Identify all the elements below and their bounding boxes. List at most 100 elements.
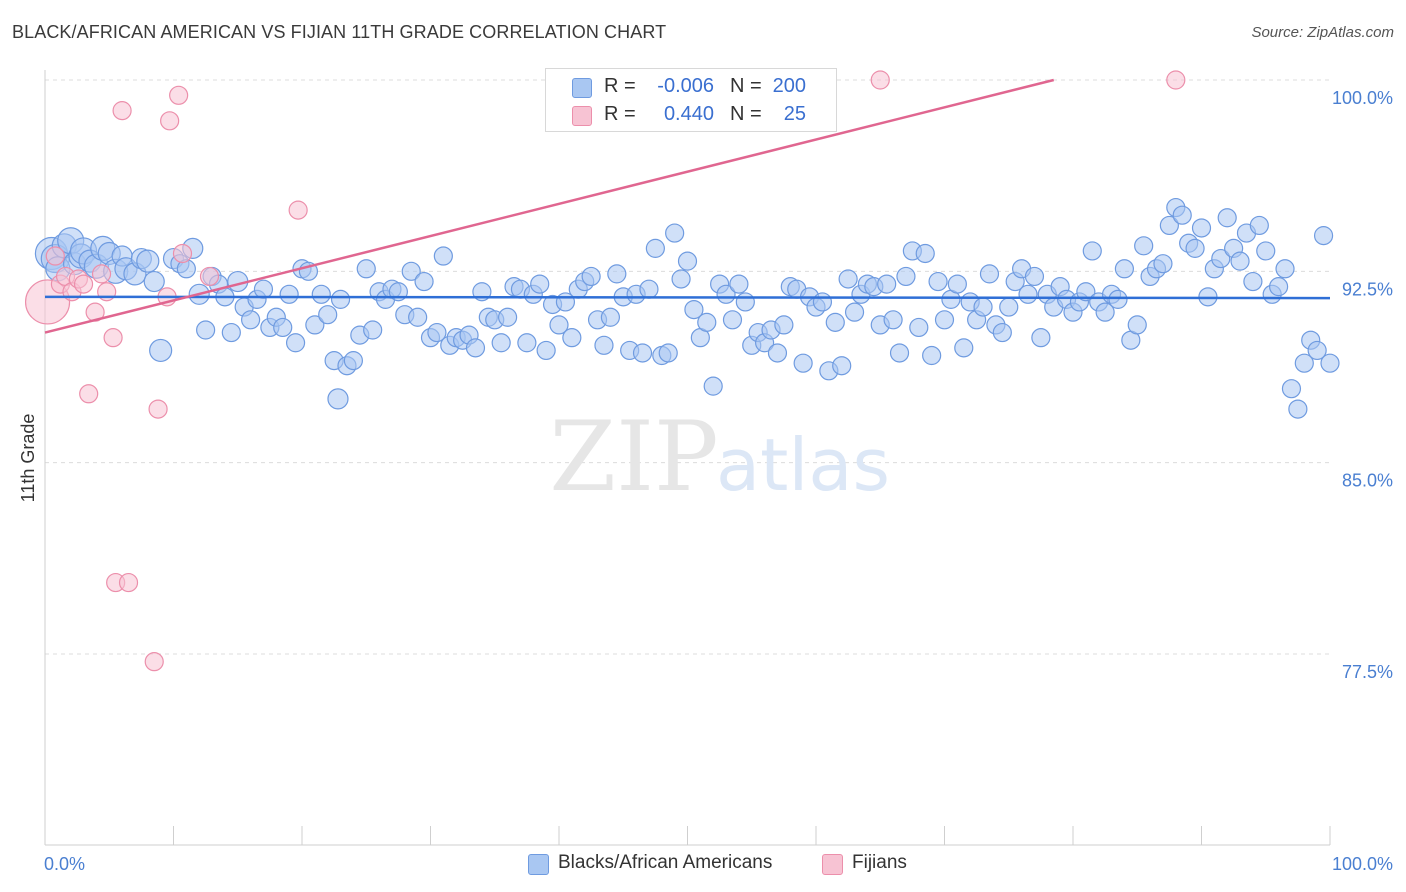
legend-r-label: R = xyxy=(604,103,636,125)
data-point xyxy=(136,249,160,273)
data-point xyxy=(632,343,653,363)
data-point xyxy=(1127,315,1147,335)
legend-r-label: R = xyxy=(604,75,636,97)
data-point xyxy=(934,310,955,330)
data-point xyxy=(1320,353,1340,373)
data-point xyxy=(241,310,261,330)
data-point xyxy=(143,270,165,293)
data-point xyxy=(1243,271,1263,292)
data-point xyxy=(1191,218,1212,238)
legend-label: Blacks/African Americans xyxy=(558,852,773,873)
data-point xyxy=(45,246,65,266)
data-point xyxy=(196,320,216,340)
data-point xyxy=(671,269,691,289)
data-point xyxy=(408,307,428,327)
data-point xyxy=(767,343,788,363)
data-point xyxy=(285,333,306,353)
data-point xyxy=(928,271,948,292)
data-point xyxy=(91,264,112,284)
axes xyxy=(44,70,1331,846)
data-point xyxy=(221,322,241,343)
y-tick-label: 100.0% xyxy=(1332,88,1393,108)
data-point xyxy=(148,399,168,419)
data-point xyxy=(1108,289,1128,309)
data-point xyxy=(832,356,852,376)
series-fijians xyxy=(24,70,1186,672)
data-point xyxy=(1114,259,1135,279)
data-point xyxy=(73,274,94,294)
x-tick-label: 0.0% xyxy=(44,854,85,874)
data-point xyxy=(793,353,813,373)
data-point xyxy=(1275,259,1295,279)
data-point xyxy=(1166,70,1186,90)
data-point xyxy=(330,289,351,309)
data-point xyxy=(517,333,537,353)
data-point xyxy=(729,274,749,294)
data-point xyxy=(305,315,325,335)
data-point xyxy=(79,384,99,404)
data-point xyxy=(677,251,698,271)
legend-n-value: 200 xyxy=(772,75,806,97)
data-point xyxy=(973,297,993,317)
data-point xyxy=(562,328,582,348)
legend-row-pink: R = 0.440 N = 25 xyxy=(546,101,836,129)
data-point xyxy=(1230,251,1250,271)
y-tick-label: 85.0% xyxy=(1342,471,1393,491)
data-point xyxy=(877,274,897,294)
legend-n-label: N = xyxy=(730,75,762,97)
data-point xyxy=(684,300,704,320)
data-point xyxy=(1095,302,1115,322)
data-point xyxy=(253,279,274,299)
data-point xyxy=(288,200,308,220)
data-point xyxy=(1256,241,1276,261)
data-point xyxy=(1031,328,1051,348)
data-point xyxy=(169,85,189,105)
data-point xyxy=(658,343,678,363)
gridlines xyxy=(45,79,1330,655)
watermark-zip: ZIP xyxy=(549,401,718,513)
data-point xyxy=(1134,236,1154,256)
data-point xyxy=(1082,241,1102,261)
data-point xyxy=(645,238,665,258)
data-point xyxy=(999,297,1019,317)
data-point xyxy=(327,388,349,410)
trend-lines xyxy=(44,78,1331,334)
data-point xyxy=(199,266,220,287)
data-point xyxy=(318,305,338,325)
data-point xyxy=(279,284,299,304)
data-point xyxy=(414,271,434,292)
data-point xyxy=(825,312,845,332)
data-point xyxy=(103,328,123,348)
data-point xyxy=(947,274,967,294)
source-label: Source: ZipAtlas.com xyxy=(1251,24,1394,41)
data-point xyxy=(703,376,723,396)
data-point xyxy=(1268,277,1289,297)
tick-labels: 100.0% 92.5% 85.0% 77.5% 0.0% 100.0% xyxy=(44,88,1393,874)
data-point xyxy=(1211,248,1231,269)
watermark-atlas: atlas xyxy=(716,423,890,507)
data-point xyxy=(427,322,447,343)
data-point xyxy=(639,279,659,299)
legend-swatch-blue xyxy=(572,78,592,98)
data-point xyxy=(273,317,293,338)
data-point xyxy=(735,292,755,312)
data-point xyxy=(491,333,511,353)
data-point xyxy=(498,307,518,327)
data-point xyxy=(1153,254,1173,274)
data-point xyxy=(1185,238,1205,258)
data-point xyxy=(356,259,376,279)
legend-swatch-pink xyxy=(572,106,592,126)
data-point xyxy=(1249,215,1269,236)
data-point xyxy=(343,351,363,371)
series-blacks-african-americans xyxy=(34,197,1340,419)
data-point xyxy=(812,292,833,312)
data-point xyxy=(922,345,942,366)
y-tick-label: 92.5% xyxy=(1342,279,1393,299)
data-point xyxy=(889,343,910,363)
data-point xyxy=(363,320,383,340)
data-point xyxy=(160,111,180,131)
data-point xyxy=(311,284,331,304)
data-point xyxy=(915,243,935,264)
trend-line-pink xyxy=(44,78,1055,334)
